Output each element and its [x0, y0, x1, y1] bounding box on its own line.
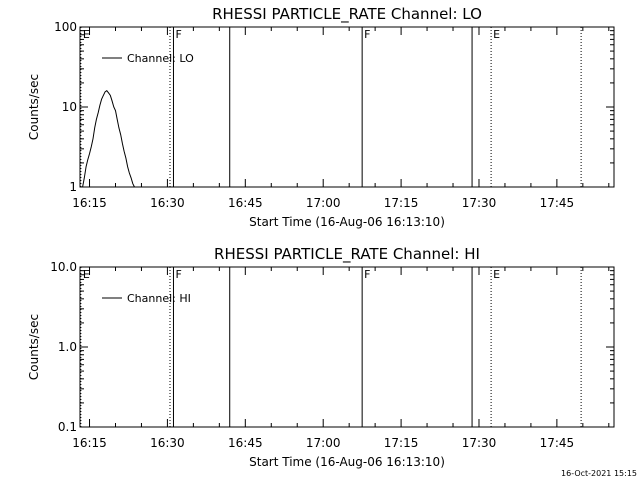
event-marker-label: F — [364, 268, 370, 281]
chart-panel-2: RHESSI PARTICLE_RATE Channel: HI Counts/s… — [27, 245, 615, 469]
event-marker-label: F — [175, 28, 181, 41]
x-tick-label: 17:30 — [462, 196, 497, 210]
event-marker-label: E — [83, 268, 90, 281]
x-tick-label: 16:30 — [150, 196, 185, 210]
y-axis-label: Counts/sec — [27, 314, 41, 380]
plot-frame — [79, 266, 615, 428]
x-tick-label: 17:45 — [540, 436, 575, 450]
event-marker-label: E — [83, 28, 90, 41]
x-tick-label: 16:30 — [150, 436, 185, 450]
x-tick-label: 17:15 — [384, 436, 419, 450]
chart-title: RHESSI PARTICLE_RATE Channel: LO — [212, 5, 482, 24]
y-tick-label: 0.1 — [58, 420, 77, 434]
x-tick-label: 16:45 — [228, 436, 263, 450]
y-tick-label: 10 — [62, 100, 77, 114]
event-marker-label: F — [364, 28, 370, 41]
event-marker-label: E — [493, 28, 500, 41]
chart-panel-1: RHESSI PARTICLE_RATE Channel: LO Counts/s… — [27, 5, 615, 229]
event-marker-label: F — [175, 268, 181, 281]
x-tick-label: 17:15 — [384, 196, 419, 210]
y-tick-label: 1 — [69, 180, 77, 194]
y-axis-label: Counts/sec — [27, 74, 41, 140]
x-axis-label: Start Time (16-Aug-06 16:13:10) — [249, 215, 445, 229]
x-tick-label: 17:00 — [306, 436, 341, 450]
legend-label: Channel: LO — [127, 52, 194, 65]
plot-frame — [79, 26, 615, 188]
x-tick-label: 16:45 — [228, 196, 263, 210]
event-marker-label: E — [493, 268, 500, 281]
chart-title: RHESSI PARTICLE_RATE Channel: HI — [214, 245, 480, 264]
x-tick-label: 16:15 — [72, 436, 107, 450]
y-tick-label: 10.0 — [50, 260, 77, 274]
data-series-line — [82, 90, 135, 188]
x-tick-label: 17:30 — [462, 436, 497, 450]
y-tick-label: 100 — [54, 20, 77, 34]
x-tick-label: 17:00 — [306, 196, 341, 210]
x-axis-label: Start Time (16-Aug-06 16:13:10) — [249, 455, 445, 469]
y-tick-label: 1.0 — [58, 340, 77, 354]
legend-label: Channel: HI — [127, 292, 191, 305]
generation-timestamp: 16-Oct-2021 15:15 — [561, 469, 637, 478]
x-tick-label: 16:15 — [72, 196, 107, 210]
x-tick-label: 17:45 — [540, 196, 575, 210]
